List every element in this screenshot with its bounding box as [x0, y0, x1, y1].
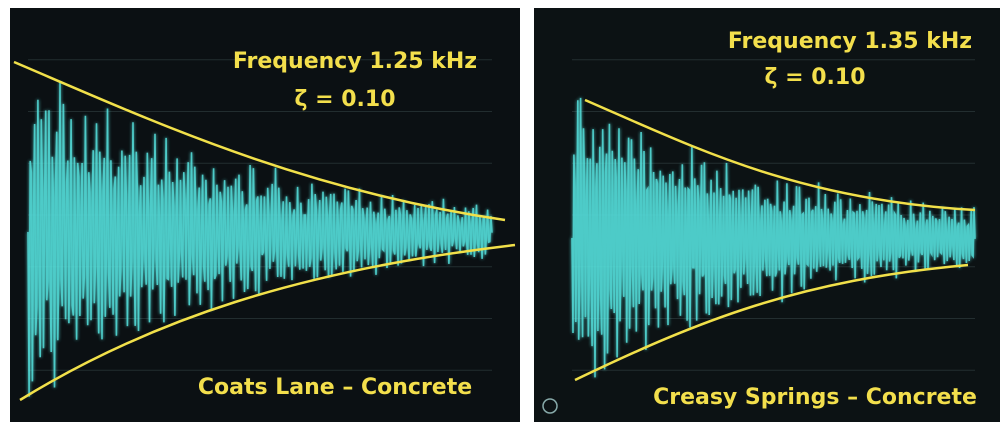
- site-label: Coats Lane – Concrete: [198, 375, 472, 400]
- envelope: [574, 263, 969, 382]
- frequency-label: Frequency 1.35 kHz: [728, 29, 972, 54]
- site-label: Creasy Springs – Concrete: [653, 385, 977, 410]
- envelope: [13, 60, 506, 222]
- waveform: [27, 82, 493, 397]
- envelope: [584, 98, 976, 212]
- frequency-label: Frequency 1.25 kHz: [233, 49, 477, 74]
- envelope: [19, 243, 516, 402]
- damping-label: ζ = 0.10: [764, 65, 865, 90]
- scope-marker: [542, 398, 558, 414]
- damping-label: ζ = 0.10: [294, 87, 395, 112]
- waveforms: [27, 59, 976, 397]
- waveform: [571, 97, 976, 378]
